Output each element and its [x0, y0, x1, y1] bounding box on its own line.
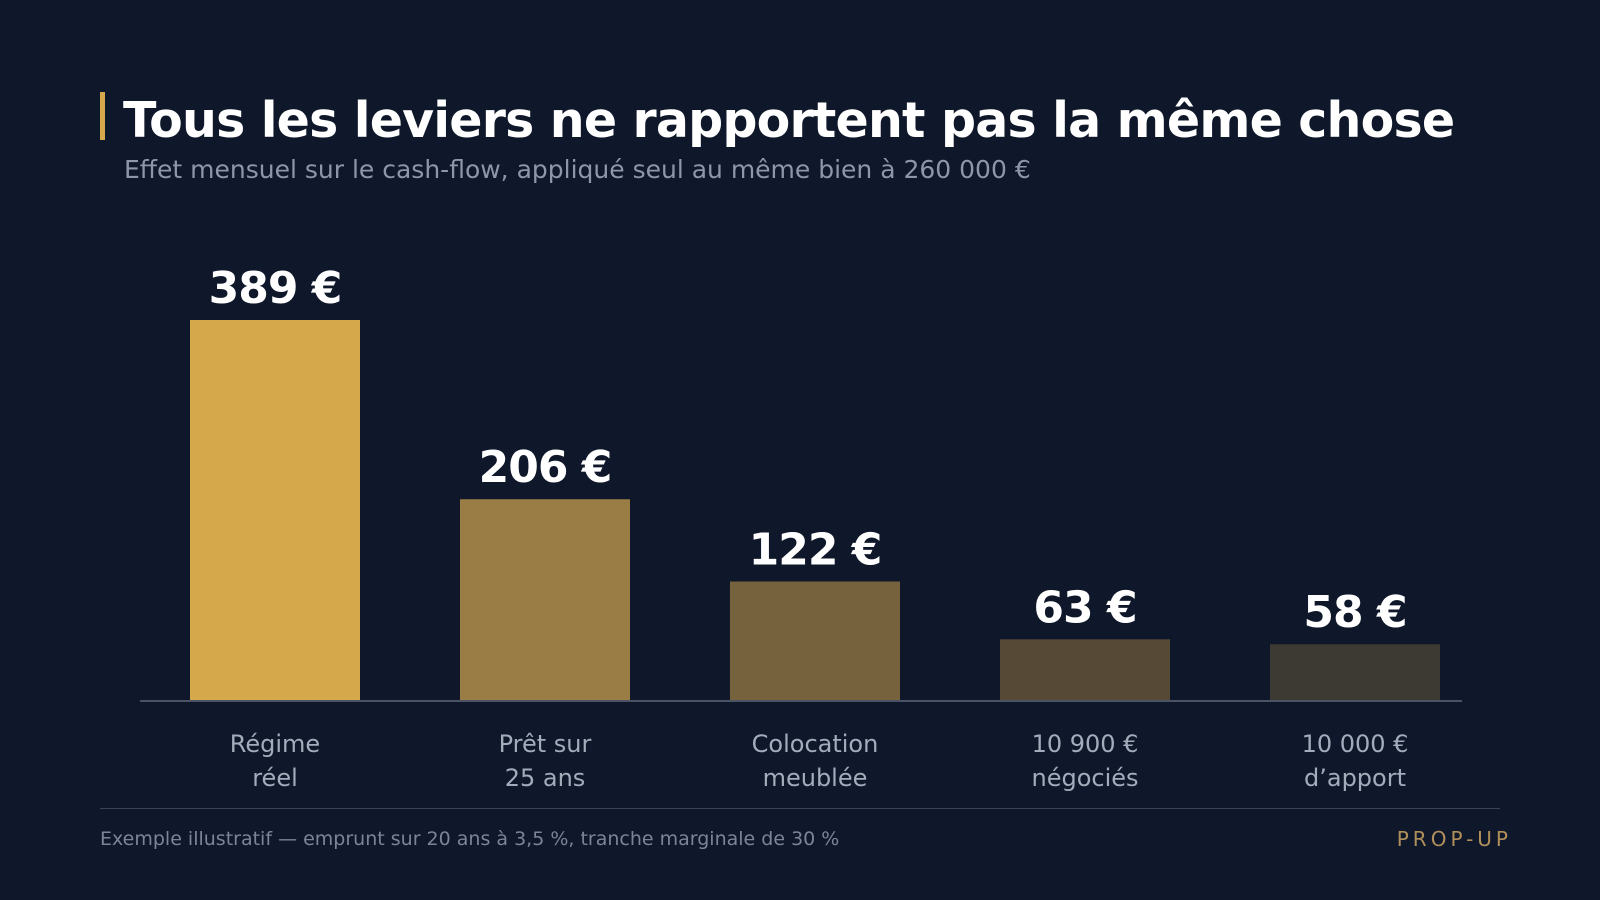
bar-5: [1270, 644, 1440, 701]
bar-value-label-5: 58 €: [1303, 587, 1406, 638]
category-labels-group: Régime réel Prêt sur 25 ans Colocation meublé…: [230, 730, 1409, 792]
bar-1: [190, 320, 360, 701]
category-label-5: 10 000 € d’apport: [1302, 730, 1409, 792]
bar-value-label-2: 206 €: [479, 442, 612, 493]
value-labels-group: 389 € 206 € 122 € 63 € 58 €: [209, 263, 1408, 638]
bar-4: [1000, 639, 1170, 701]
chart-title: Tous les leviers ne rapportent pas la mê…: [123, 92, 1455, 149]
category-label-1: Régime réel: [230, 730, 320, 792]
bar-3: [730, 581, 900, 701]
chart-subtitle: Effet mensuel sur le cash-flow, appliqué…: [124, 155, 1031, 184]
bars-group: [190, 320, 1440, 701]
category-label-4: 10 900 € négociés: [1031, 730, 1138, 792]
category-label-3: Colocation meublée: [752, 730, 879, 792]
category-label-2: Prêt sur 25 ans: [499, 730, 592, 792]
bar-value-label-1: 389 €: [209, 263, 342, 314]
bar-value-label-4: 63 €: [1033, 582, 1136, 633]
bar-value-label-3: 122 €: [749, 525, 882, 576]
footnote: Exemple illustratif — emprunt sur 20 ans…: [100, 828, 840, 850]
title-accent-bar: [100, 92, 105, 140]
bar-2: [460, 499, 630, 701]
footer-divider: [100, 808, 1500, 809]
brand-logo-text: PROP-UP: [1396, 827, 1512, 851]
